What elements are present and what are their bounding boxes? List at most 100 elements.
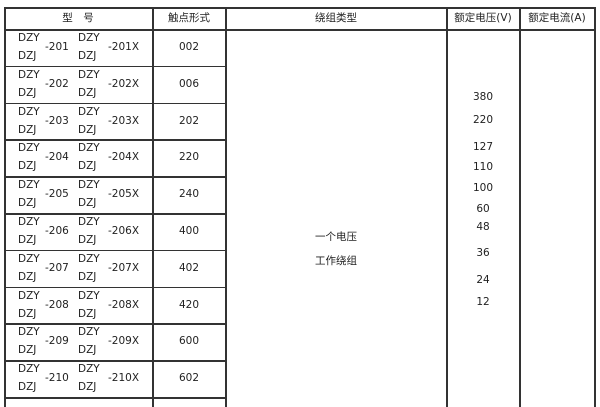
model-prefix: DZY (78, 142, 100, 155)
model-prefix: DZJ (18, 50, 37, 62)
model-number-x: -206X (108, 225, 140, 237)
model-number-x: -202X (108, 77, 140, 90)
model-prefix: DZY (78, 179, 100, 192)
row-divider (4, 360, 226, 362)
contact-form: 006 (178, 77, 200, 90)
model-number: -206 (45, 225, 69, 237)
model-prefix: DZJ (18, 160, 37, 173)
model-prefix: DZY (78, 289, 100, 302)
model-prefix: DZY (78, 363, 100, 376)
col-line (519, 7, 521, 407)
model-prefix: DZJ (18, 307, 37, 320)
rated-voltage: 220 (472, 114, 494, 126)
row-divider (4, 213, 226, 215)
model-number-x: -209X (108, 335, 140, 348)
model-prefix: DZJ (78, 381, 97, 394)
model-number: -203 (45, 114, 69, 127)
model-number-x: -201X (108, 41, 140, 53)
header-contact: 触点形式 (168, 12, 210, 24)
model-prefix: DZJ (78, 234, 97, 246)
model-prefix: DZY (78, 216, 100, 228)
model-number-x: -208X (108, 298, 140, 311)
model-prefix: DZY (78, 326, 100, 339)
contact-form: 602 (178, 372, 200, 385)
model-prefix: DZY (78, 32, 100, 44)
model-number-x: -203X (108, 114, 140, 127)
table-border-top (4, 7, 595, 9)
model-prefix: DZY (18, 289, 40, 302)
model-number-x: -210X (108, 372, 140, 385)
model-prefix: DZJ (18, 86, 37, 99)
header-winding: 绕组类型 (315, 12, 357, 24)
model-number: -205 (45, 188, 69, 201)
row-divider (4, 249, 226, 252)
model-number: -209 (45, 335, 69, 348)
contact-form: 002 (178, 41, 200, 53)
rated-voltage: 127 (472, 141, 494, 153)
model-prefix: DZJ (18, 344, 37, 357)
row-divider (4, 102, 226, 105)
col-line (4, 7, 6, 407)
model-prefix: DZJ (18, 270, 37, 283)
model-prefix: DZJ (78, 344, 97, 357)
model-prefix: DZY (18, 252, 40, 265)
rated-voltage: 24 (476, 274, 490, 286)
model-prefix: DZY (18, 179, 40, 192)
contact-form: 400 (178, 225, 200, 237)
model-prefix: DZY (78, 105, 100, 118)
model-prefix: DZJ (18, 381, 37, 394)
model-prefix: DZJ (78, 197, 97, 210)
col-line (594, 7, 596, 407)
header-voltage: 额定电压(V) (454, 12, 512, 24)
model-prefix: DZJ (78, 50, 97, 62)
contact-form: 420 (178, 298, 200, 311)
row-divider (4, 176, 226, 178)
row-divider (4, 65, 226, 68)
model-prefix: DZJ (78, 86, 97, 99)
model-number-x: -204X (108, 151, 140, 164)
contact-form: 220 (178, 151, 200, 164)
col-line (152, 7, 154, 407)
header-divider (4, 29, 595, 31)
rated-voltage: 60 (476, 203, 490, 215)
model-number: -204 (45, 151, 69, 164)
model-prefix: DZJ (18, 123, 37, 136)
model-prefix: DZJ (78, 160, 97, 173)
row-divider (4, 397, 226, 399)
col-line (225, 7, 227, 407)
model-number: -202 (45, 77, 69, 90)
col-line (446, 7, 448, 407)
rated-voltage: 12 (476, 296, 490, 308)
model-prefix: DZJ (78, 307, 97, 320)
model-prefix: DZY (78, 252, 100, 265)
header-current: 额定电流(A) (528, 12, 586, 24)
contact-form: 202 (178, 114, 200, 127)
model-number: -201 (45, 41, 69, 53)
model-prefix: DZY (18, 105, 40, 118)
model-prefix: DZY (18, 68, 40, 81)
model-prefix: DZY (18, 216, 40, 228)
winding-type-line1: 一个电压 (315, 231, 357, 243)
model-prefix: DZJ (78, 123, 97, 136)
rated-voltage: 110 (472, 161, 494, 173)
contact-form: 402 (178, 261, 200, 274)
contact-form: 600 (178, 335, 200, 348)
model-prefix: DZJ (18, 197, 37, 210)
rated-voltage: 48 (476, 221, 490, 233)
row-divider (4, 286, 226, 289)
row-divider (4, 323, 226, 325)
model-prefix: DZY (78, 68, 100, 81)
rated-voltage: 36 (476, 247, 490, 259)
header-model: 型 号 (62, 12, 94, 24)
rated-voltage: 380 (472, 91, 494, 103)
row-divider (4, 139, 226, 141)
model-number-x: -205X (108, 188, 140, 201)
model-prefix: DZY (18, 363, 40, 376)
model-prefix: DZY (18, 326, 40, 339)
model-prefix: DZJ (78, 270, 97, 283)
model-number: -208 (45, 298, 69, 311)
rated-voltage: 100 (472, 182, 494, 194)
model-prefix: DZJ (18, 234, 37, 246)
model-number: -207 (45, 261, 69, 274)
model-number: -210 (45, 372, 69, 385)
